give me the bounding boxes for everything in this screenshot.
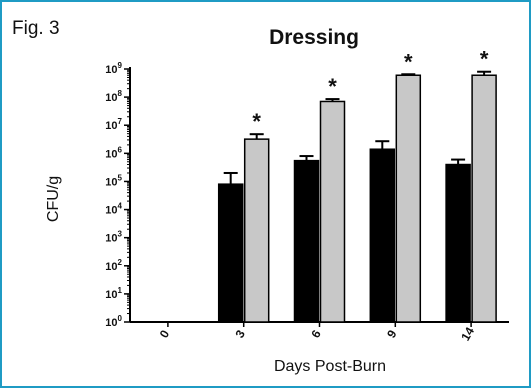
x-tick-label: 0 xyxy=(157,327,173,340)
bar xyxy=(293,159,320,323)
significance-marker: * xyxy=(404,49,413,74)
significance-marker: * xyxy=(252,109,261,134)
chart-title: Dressing xyxy=(269,26,359,49)
y-tick-label: 109 xyxy=(105,61,122,76)
x-tick-label: 3 xyxy=(233,327,249,340)
x-tick-label: 9 xyxy=(384,327,400,340)
bar xyxy=(471,74,497,323)
bar xyxy=(243,138,270,323)
y-tick-label: 106 xyxy=(105,145,122,160)
y-axis-label: CFU/g xyxy=(45,176,62,222)
bar xyxy=(395,74,422,323)
x-tick-label: 6 xyxy=(308,327,324,340)
y-tick-label: 102 xyxy=(105,258,122,273)
bar xyxy=(217,183,244,323)
y-tick-label: 101 xyxy=(105,286,122,301)
figure-label: Fig. 3 xyxy=(12,18,60,39)
x-tick-label: 14 xyxy=(458,324,477,343)
y-tick-label: 105 xyxy=(105,173,122,188)
significance-marker: * xyxy=(328,74,337,99)
bar xyxy=(445,163,471,323)
y-tick-label: 107 xyxy=(105,117,122,132)
y-tick-label: 108 xyxy=(105,89,122,104)
bar xyxy=(369,148,396,323)
significance-marker: * xyxy=(480,47,489,72)
y-tick-label: 100 xyxy=(105,314,122,329)
y-tick-label: 104 xyxy=(105,202,122,217)
x-axis-label: Days Post-Burn xyxy=(274,358,386,375)
bar xyxy=(319,100,346,323)
y-tick-label: 103 xyxy=(105,230,122,245)
